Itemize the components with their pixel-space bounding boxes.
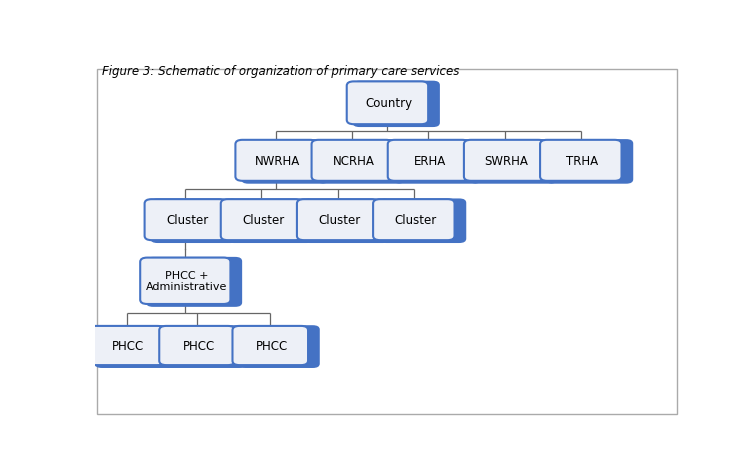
FancyBboxPatch shape (146, 257, 242, 307)
FancyBboxPatch shape (379, 198, 466, 243)
Text: Cluster: Cluster (395, 214, 437, 227)
FancyBboxPatch shape (303, 198, 390, 243)
Text: Country: Country (366, 97, 413, 110)
FancyBboxPatch shape (388, 140, 469, 181)
FancyBboxPatch shape (469, 139, 557, 184)
Text: Cluster: Cluster (166, 214, 208, 227)
FancyBboxPatch shape (394, 139, 481, 184)
FancyBboxPatch shape (297, 199, 378, 240)
FancyBboxPatch shape (144, 199, 226, 240)
Text: Cluster: Cluster (318, 214, 361, 227)
Text: ERHA: ERHA (414, 155, 446, 168)
FancyBboxPatch shape (89, 326, 165, 365)
Text: SWRHA: SWRHA (485, 155, 528, 168)
FancyBboxPatch shape (546, 139, 634, 184)
Text: PHCC: PHCC (183, 340, 215, 353)
FancyBboxPatch shape (373, 199, 454, 240)
Text: PHCC +
Administrative: PHCC + Administrative (147, 271, 228, 292)
FancyBboxPatch shape (464, 140, 545, 181)
FancyBboxPatch shape (233, 326, 308, 365)
FancyBboxPatch shape (318, 139, 404, 184)
Text: PHCC: PHCC (256, 340, 288, 353)
FancyBboxPatch shape (235, 140, 317, 181)
Text: Figure 3: Schematic of organization of primary care services: Figure 3: Schematic of organization of p… (101, 65, 459, 78)
FancyBboxPatch shape (352, 81, 440, 127)
FancyBboxPatch shape (238, 325, 320, 368)
FancyBboxPatch shape (241, 139, 329, 184)
FancyBboxPatch shape (140, 258, 231, 304)
FancyBboxPatch shape (221, 199, 302, 240)
Text: Cluster: Cluster (242, 214, 284, 227)
FancyBboxPatch shape (150, 198, 237, 243)
FancyBboxPatch shape (540, 140, 621, 181)
FancyBboxPatch shape (94, 325, 176, 368)
Text: TRHA: TRHA (566, 155, 599, 168)
FancyBboxPatch shape (227, 198, 314, 243)
Text: NCRHA: NCRHA (333, 155, 375, 168)
FancyBboxPatch shape (160, 326, 235, 365)
FancyBboxPatch shape (165, 325, 246, 368)
Text: PHCC: PHCC (113, 340, 144, 353)
FancyBboxPatch shape (311, 140, 393, 181)
FancyBboxPatch shape (347, 81, 428, 124)
Text: NWRHA: NWRHA (256, 155, 301, 168)
